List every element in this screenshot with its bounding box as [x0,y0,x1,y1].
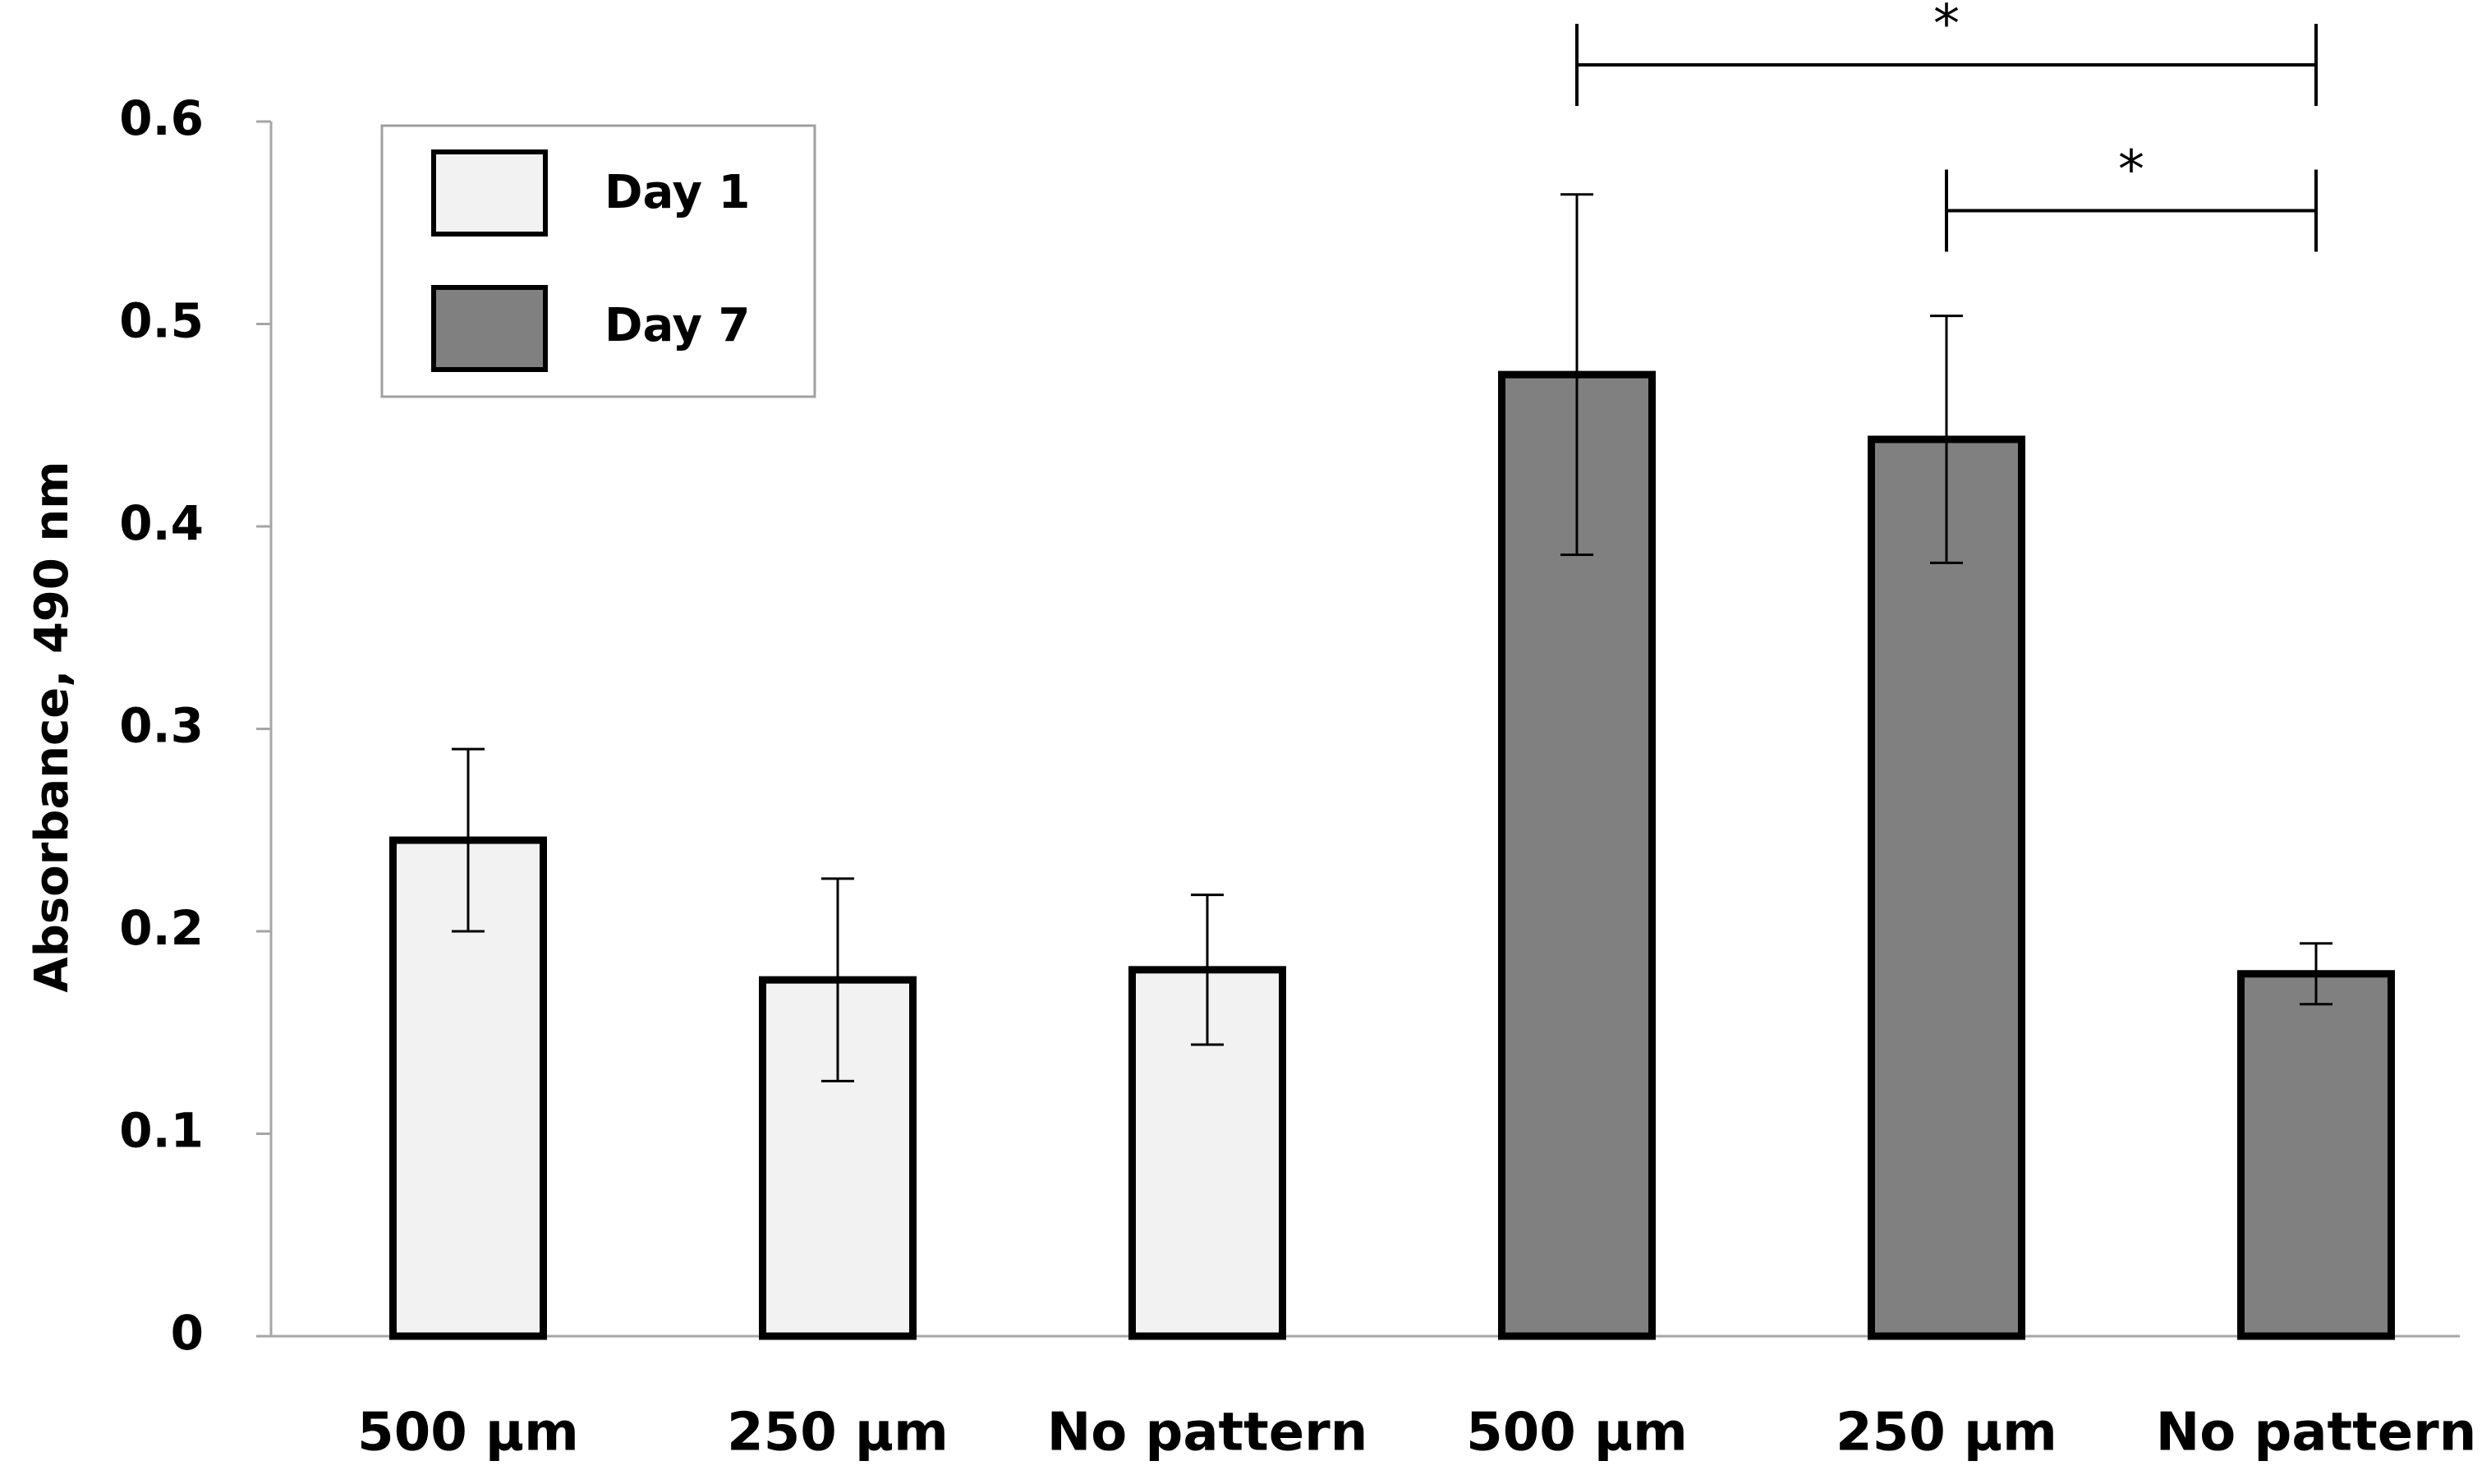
y-tick-label: 0.4 [119,495,204,551]
y-tick-label: 0.6 [119,90,204,146]
legend-label-day7: Day 7 [604,299,751,352]
legend-swatch-day1 [431,149,548,237]
significance-star: * [1933,0,1960,55]
x-tick-label: No pattern [1047,1403,1368,1463]
x-tick-label: 250 µm [727,1403,949,1463]
x-tick-label: No pattern [2156,1403,2477,1463]
x-tick-label: 250 µm [1836,1403,2057,1463]
x-tick-label: 500 µm [357,1403,579,1463]
bar-day7 [1868,435,2025,1340]
legend-swatch-day7 [431,285,548,372]
legend: Day 1 Day 7 [380,124,816,398]
bar-day7 [2237,970,2395,1340]
axes: 0 0.1 0.2 0.3 0.4 0.5 0.6 500 µm 250 µm No patter… [119,90,2476,1463]
y-tick-label: 0 [171,1305,204,1361]
bars [389,370,2395,1340]
y-tick-label: 0.1 [119,1103,204,1159]
bar-day1 [1128,966,1286,1340]
error-bars [452,193,2332,1082]
significance-star: * [2118,140,2144,200]
y-tick-label: 0.3 [119,698,204,754]
y-tick-label: 0.5 [119,293,204,349]
y-axis-label: Absorbance, 490 nm [25,461,79,992]
significance-annotations: ** [1575,0,2318,252]
x-tick-label: 500 µm [1466,1403,1688,1463]
y-tick-label: 0.2 [119,900,204,956]
legend-label-day1: Day 1 [604,166,751,219]
